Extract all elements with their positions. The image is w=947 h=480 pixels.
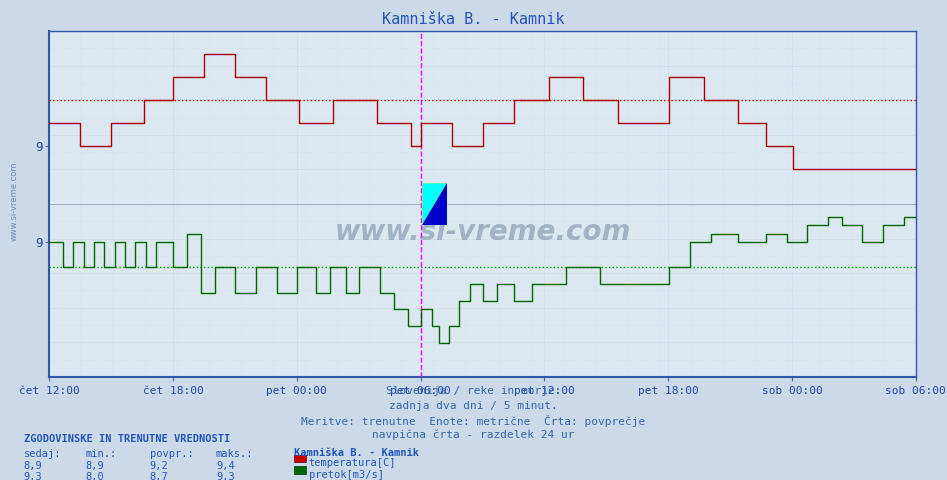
Text: Kamniška B. - Kamnik: Kamniška B. - Kamnik [383,12,564,27]
Text: sedaj:: sedaj: [24,449,62,459]
Text: 8,9: 8,9 [85,461,104,471]
Text: www.si-vreme.com: www.si-vreme.com [334,217,631,246]
Text: 9,2: 9,2 [150,461,169,471]
Text: 8,7: 8,7 [150,472,169,480]
Text: zadnja dva dni / 5 minut.: zadnja dva dni / 5 minut. [389,401,558,411]
Polygon shape [422,183,447,225]
Text: ZGODOVINSKE IN TRENUTNE VREDNOSTI: ZGODOVINSKE IN TRENUTNE VREDNOSTI [24,434,230,444]
Text: pretok[m3/s]: pretok[m3/s] [309,470,384,480]
Text: maks.:: maks.: [216,449,254,459]
Text: temperatura[C]: temperatura[C] [309,458,396,468]
Text: Meritve: trenutne  Enote: metrične  Črta: povprečje: Meritve: trenutne Enote: metrične Črta: … [301,415,646,427]
Text: min.:: min.: [85,449,116,459]
Polygon shape [422,183,447,225]
Text: www.si-vreme.com: www.si-vreme.com [9,162,19,241]
Text: navpična črta - razdelek 24 ur: navpična črta - razdelek 24 ur [372,430,575,440]
Text: 9,4: 9,4 [216,461,235,471]
FancyBboxPatch shape [422,183,447,225]
Text: 9,3: 9,3 [24,472,43,480]
Text: Slovenija / reke in morje.: Slovenija / reke in morje. [385,386,562,396]
Text: 9,3: 9,3 [216,472,235,480]
Text: 8,0: 8,0 [85,472,104,480]
Text: Kamniška B. - Kamnik: Kamniška B. - Kamnik [294,448,419,458]
Text: povpr.:: povpr.: [150,449,193,459]
Text: 8,9: 8,9 [24,461,43,471]
